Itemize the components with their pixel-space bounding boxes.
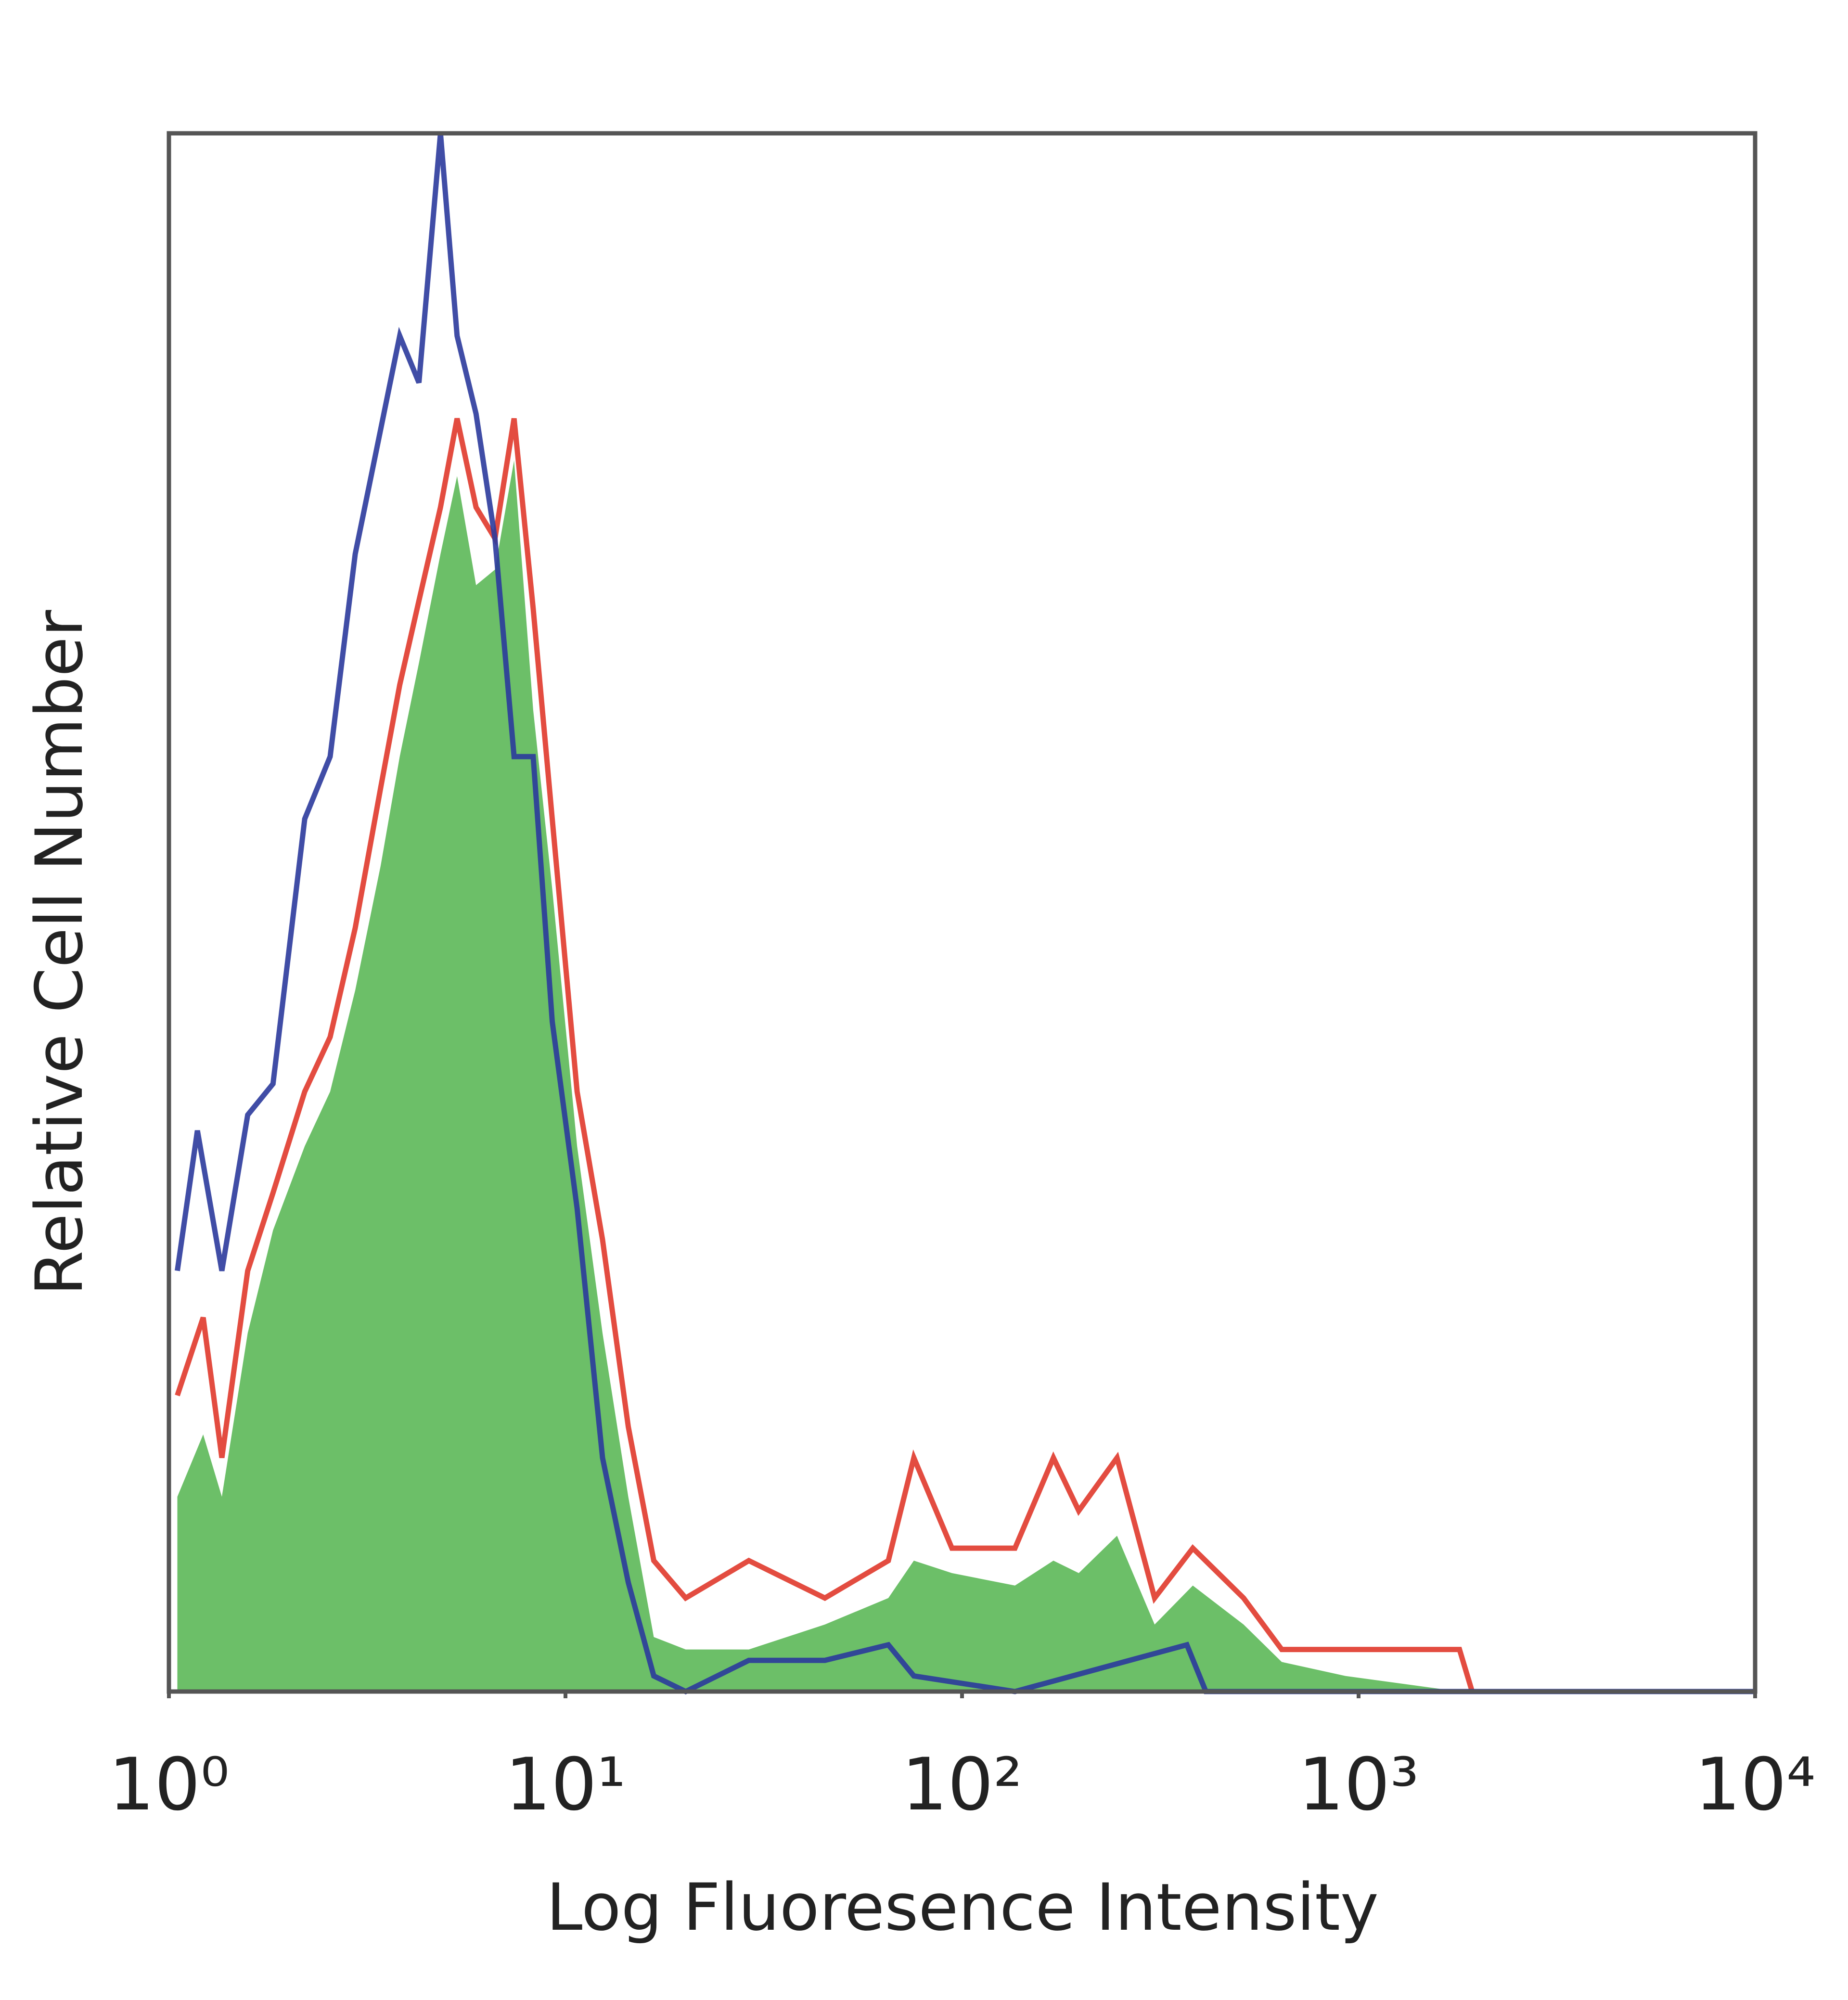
x-tick-label: 10²	[901, 1743, 1022, 1827]
histogram-line	[175, 133, 1755, 1695]
histogram-line	[175, 418, 1475, 1692]
x-tick-label: 10⁰	[108, 1743, 229, 1827]
x-tick-label: 10⁴	[1694, 1743, 1815, 1827]
x-tick-label: 10³	[1298, 1743, 1419, 1827]
x-tick-label: 10¹	[505, 1743, 626, 1827]
histogram-area	[177, 461, 1472, 1692]
y-axis-title: Relative Cell Number	[22, 610, 97, 1295]
x-axis-title: Log Fluoresence Intensity	[546, 1870, 1379, 1945]
